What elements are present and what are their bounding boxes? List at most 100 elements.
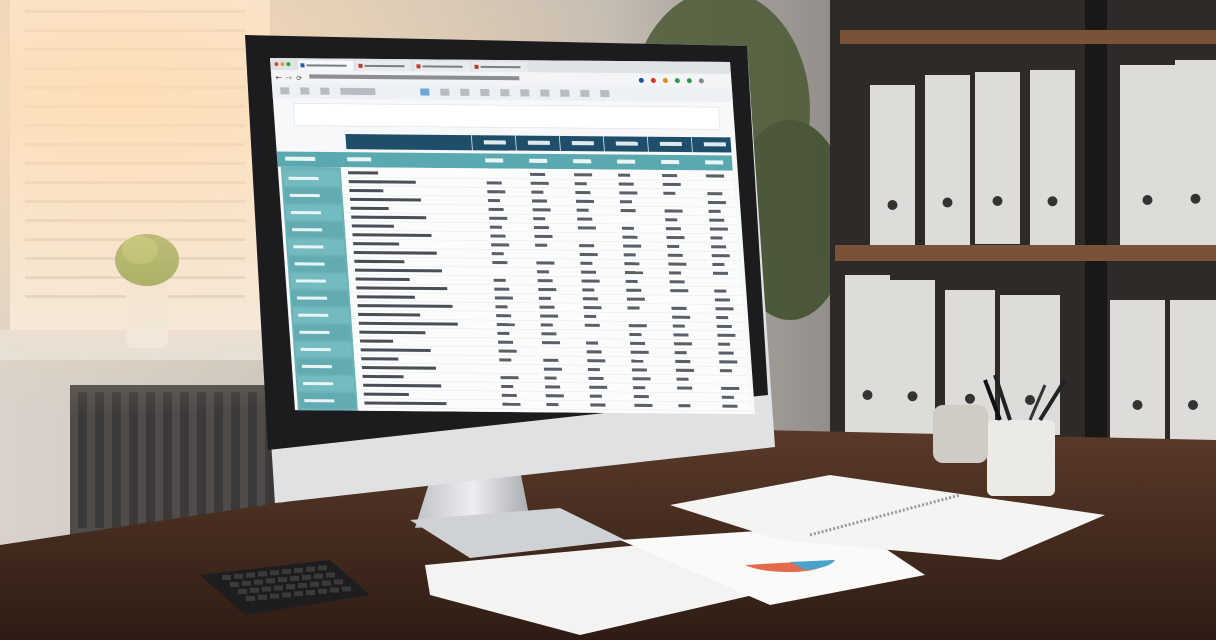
table-cell-value [493,278,506,282]
row-divider [357,398,750,403]
toolbar-button[interactable] [560,89,570,97]
row-divider [352,336,745,341]
extension-icon[interactable] [650,77,656,83]
column-header-label[interactable] [704,160,724,165]
table-cell-value [619,191,638,195]
extension-icon[interactable] [686,78,692,84]
calculator-key [230,582,239,587]
binder [1000,295,1060,435]
calculator-key [234,573,243,579]
calculator-key [274,585,283,591]
table-cell-value [577,226,596,230]
binder [1170,300,1216,440]
row-divider [350,309,743,314]
reload-icon[interactable]: ⟳ [296,73,303,82]
row-divider [342,194,735,199]
tab-favicon [416,64,421,69]
extension-icon[interactable] [638,77,644,83]
toolbar-button[interactable] [300,87,310,95]
extension-icon[interactable] [662,78,668,84]
toolbar-button[interactable] [320,87,330,95]
table-cell-value [543,367,563,371]
column-header-label[interactable] [660,159,680,165]
table-cell-value [711,245,727,249]
coffee-cup [933,405,988,463]
back-icon[interactable]: ← [275,73,283,82]
table-cell-value [678,404,691,408]
row-divider [347,256,740,261]
toolbar-button[interactable] [440,88,450,96]
close-window-icon[interactable] [274,62,279,67]
table-row-label [350,206,389,211]
tab-favicon [358,63,363,68]
table-cell-value [631,359,644,363]
table-cell-value [627,306,640,310]
table-cell-value [582,297,599,301]
toolbar-button[interactable] [480,88,490,97]
table-row-label [359,339,394,343]
binder [870,85,915,245]
column-header-label[interactable] [346,157,372,162]
table-row-label [359,330,426,335]
sidebar-item-label [289,193,320,198]
table-cell-value [494,287,510,291]
formula-input[interactable] [292,103,721,130]
toolbar-button[interactable] [280,87,290,95]
table-cell-value [665,227,681,231]
table-cell-value [574,182,587,186]
table-cell-value [716,324,732,329]
table-cell-value [662,182,681,187]
toolbar-button[interactable] [460,88,470,96]
forward-icon[interactable]: → [285,73,293,82]
calculator-key [302,574,311,580]
maximize-window-icon[interactable] [286,62,291,67]
table-cell-value [663,191,676,195]
calculator-key [266,578,275,584]
table-cell-value [487,199,501,203]
table-row-label [356,286,448,291]
table-row-label [349,197,422,202]
row-divider [353,354,747,358]
table-row-label [353,250,437,255]
binder [890,280,935,435]
column-header-label[interactable] [572,159,592,164]
toolbar-button[interactable] [540,89,550,97]
toolbar-button[interactable] [520,89,530,97]
table-cell-value [666,235,685,240]
sidebar-item-label [290,210,322,215]
table-cell-value [628,324,647,328]
calculator-key [270,570,279,576]
table-row-label [361,366,437,370]
toolbar-button[interactable] [580,89,590,97]
column-header-label[interactable] [528,158,548,163]
table-cell-value [674,351,687,355]
table-cell-value [532,208,551,212]
binder-ring-hole [942,197,953,208]
column-header-label[interactable] [284,156,316,161]
table-cell-value [632,377,651,381]
table-cell-value [624,271,644,275]
table-row-label [353,242,400,246]
table-cell-value [579,252,598,257]
table-cell-value [490,234,506,238]
column-header-label[interactable] [616,159,636,164]
header-label [527,140,550,145]
toolbar-button[interactable] [420,88,430,96]
toolbar-button[interactable] [500,89,510,97]
table-cell-value [661,174,678,178]
toolbar-button[interactable] [600,90,610,98]
calculator-key [294,591,303,597]
extension-icon[interactable] [698,78,704,84]
table-cell-value [710,236,723,240]
table-cell-value [676,377,689,381]
header-divider [558,135,561,152]
minimize-window-icon[interactable] [280,62,285,67]
extension-icon[interactable] [674,78,680,84]
table-cell-value [577,217,593,221]
toolbar-button[interactable] [340,87,376,96]
table-cell-value [629,341,646,345]
monitor-base [410,508,625,558]
table-cell-value [496,314,512,318]
table-cell-value [669,280,685,284]
column-header-label[interactable] [484,158,504,163]
